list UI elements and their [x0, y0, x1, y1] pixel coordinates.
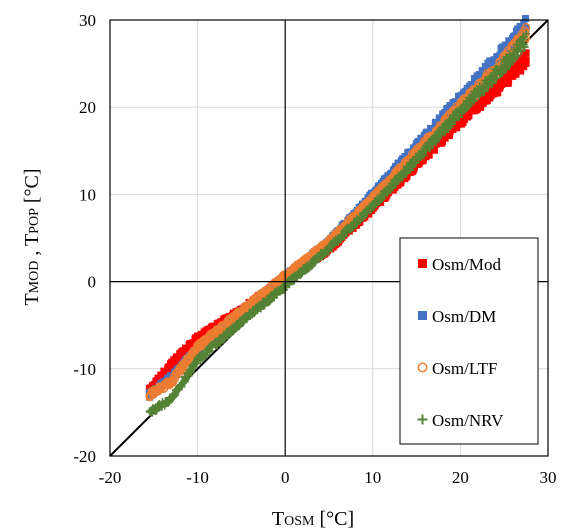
legend-label-osm-mod: Osm/Mod — [432, 255, 501, 274]
data-point — [406, 161, 415, 170]
legend-label-osm-ltf: Osm/LTF — [432, 359, 498, 378]
y-axis-label: TMOD , TPOP [°C] — [21, 168, 43, 305]
data-point — [512, 51, 521, 60]
legend-marker-osm-dm — [418, 311, 427, 320]
y-tick-label: -10 — [73, 360, 96, 379]
x-tick-label: 10 — [364, 468, 381, 487]
data-point — [494, 89, 502, 97]
data-point — [464, 102, 473, 111]
data-point — [453, 120, 461, 128]
legend-label-osm-nrv: Osm/NRV — [432, 411, 504, 430]
data-point — [517, 67, 525, 75]
data-point — [522, 14, 530, 22]
x-tick-label: 30 — [540, 468, 557, 487]
legend-box — [399, 237, 539, 445]
y-tick-label: 30 — [79, 11, 96, 30]
data-point — [425, 151, 433, 159]
y-tick-labels: -20 -10 0 10 20 30 — [73, 11, 96, 466]
data-point — [522, 29, 531, 38]
legend-item-osm-mod: Osm/Mod — [418, 255, 501, 274]
data-point — [505, 76, 513, 84]
data-point — [522, 24, 530, 32]
data-point — [447, 120, 456, 129]
y-tick-label: 10 — [79, 185, 96, 204]
data-point — [205, 347, 214, 356]
data-point — [440, 134, 448, 142]
data-point — [522, 56, 530, 64]
x-tick-label: -20 — [99, 468, 122, 487]
data-point — [430, 146, 438, 154]
x-tick-label: -10 — [186, 468, 209, 487]
data-point — [520, 19, 528, 27]
legend-item-osm-nrv: Osm/NRV — [417, 411, 504, 430]
data-point — [522, 49, 530, 57]
legend-item-osm-dm: Osm/DM — [418, 307, 496, 326]
data-point — [465, 112, 473, 120]
legend-marker-osm-ltf — [417, 362, 428, 373]
data-point — [360, 212, 369, 221]
data-point — [238, 306, 247, 315]
x-axis-label: TOSM [°C] — [272, 508, 354, 530]
legend-label-osm-dm: Osm/DM — [432, 307, 496, 326]
y-tick-label: -20 — [73, 447, 96, 466]
data-point — [512, 70, 520, 78]
data-point — [455, 113, 464, 122]
data-point — [446, 131, 454, 139]
y-tick-label: 20 — [79, 98, 96, 117]
data-point — [397, 179, 405, 187]
legend: Osm/Mod Osm/DM Osm/LTF Osm/NRV — [399, 237, 539, 445]
legend-marker-osm-mod — [418, 259, 427, 268]
legend-item-osm-ltf: Osm/LTF — [417, 359, 498, 378]
x-tick-label: 20 — [452, 468, 469, 487]
data-point — [520, 42, 529, 51]
legend-marker-osm-nrv — [417, 414, 428, 425]
plot-area-border — [109, 19, 549, 457]
data-points — [145, 14, 531, 417]
data-point — [163, 378, 172, 387]
x-tick-label: 0 — [281, 468, 290, 487]
series-osm-nrv — [145, 29, 531, 417]
y-tick-label: 0 — [88, 273, 97, 292]
data-point — [339, 232, 348, 241]
x-tick-labels: -20 -10 0 10 20 30 — [99, 468, 557, 487]
data-point — [382, 193, 390, 201]
